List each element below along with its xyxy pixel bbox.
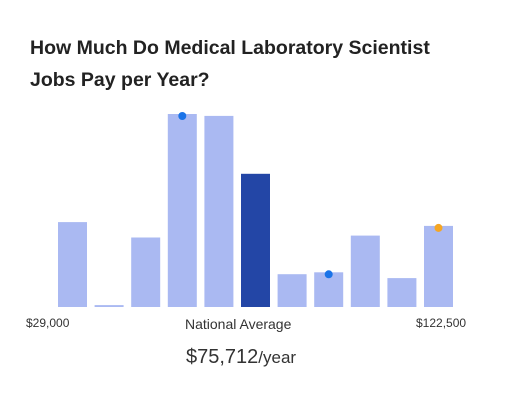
histogram-bar (350, 235, 380, 307)
average-salary-amount: $75,712 (186, 346, 259, 368)
histogram-marker-dot (178, 112, 187, 120)
average-salary-unit: /year (258, 348, 297, 367)
histogram-bar (204, 115, 234, 308)
histogram-bar (131, 237, 161, 307)
histogram-markers (178, 112, 443, 279)
page-title: How Much Do Medical Laboratory Scientist… (30, 37, 430, 91)
histogram-bar (167, 114, 197, 307)
histogram-marker-dot (434, 223, 443, 232)
histogram-bar (424, 225, 453, 307)
histogram-bar (277, 274, 307, 307)
histogram-bars (58, 114, 453, 308)
average-salary: $75,712/year (186, 346, 296, 369)
histogram-bar-highlight (241, 173, 270, 307)
histogram-bar (387, 278, 417, 307)
histogram-bar (94, 305, 124, 307)
x-max-label: $122,500 (416, 316, 467, 330)
histogram-bar (58, 222, 87, 307)
histogram-marker-dot (324, 270, 333, 279)
x-min-label: $29,000 (26, 316, 70, 330)
national-average-label: National Average (185, 316, 292, 332)
